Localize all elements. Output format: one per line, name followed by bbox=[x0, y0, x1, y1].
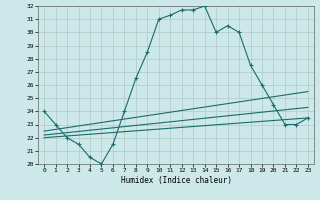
X-axis label: Humidex (Indice chaleur): Humidex (Indice chaleur) bbox=[121, 176, 231, 185]
